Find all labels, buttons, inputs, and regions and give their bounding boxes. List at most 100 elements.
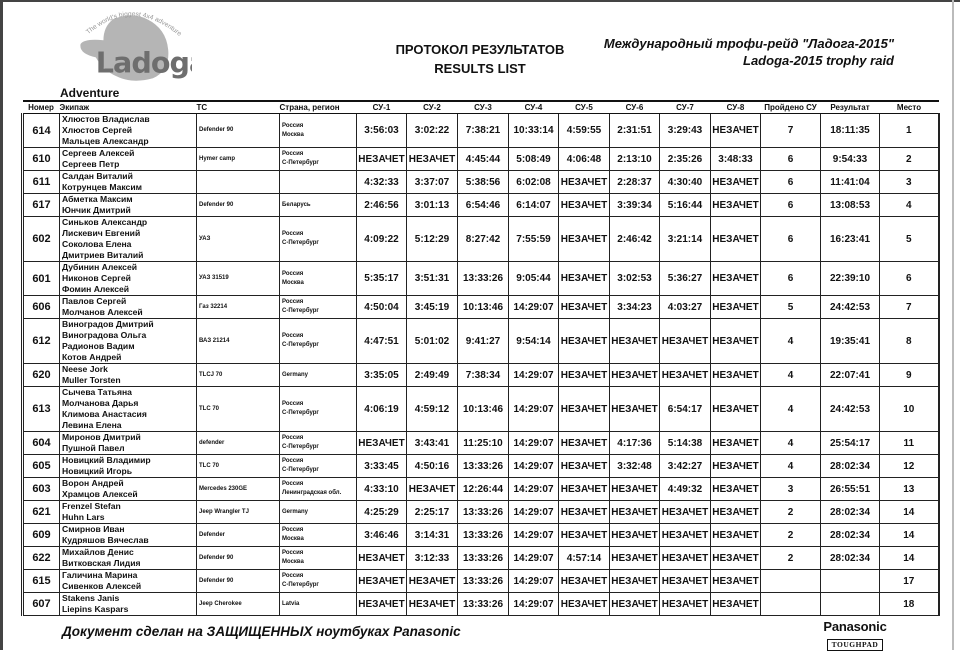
stage-time-su-4: 14:29:07 bbox=[508, 592, 559, 616]
stage-time-su-5: НЕЗАЧЕТ bbox=[558, 386, 610, 432]
region: Россия С-Петербург bbox=[279, 386, 357, 432]
stage-time-su-4: 6:14:07 bbox=[508, 193, 559, 217]
crew-members: Хлюстов Владислав Хлюстов Сергей Мальцев А… bbox=[59, 113, 197, 148]
stage-time-su-8: НЕЗАЧЕТ bbox=[710, 363, 761, 387]
total-result: 22:39:10 bbox=[820, 261, 880, 296]
stage-time-su-4: 14:29:07 bbox=[508, 295, 559, 319]
region: Россия Москва bbox=[279, 546, 357, 570]
crew-number: 606 bbox=[21, 295, 60, 319]
crew-member: Новицкий Владимир bbox=[62, 455, 151, 466]
stage-time-su-7: 4:30:40 bbox=[659, 170, 711, 194]
total-result: 18:11:35 bbox=[820, 113, 880, 148]
stage-time-su-5: НЕЗАЧЕТ bbox=[558, 193, 610, 217]
crew-number: 601 bbox=[21, 261, 60, 296]
stage-time-su-5: НЕЗАЧЕТ bbox=[558, 363, 610, 387]
column-header: СУ-6 bbox=[609, 100, 660, 114]
place: 9 bbox=[879, 363, 940, 387]
stage-time-su-7: 5:36:27 bbox=[659, 261, 711, 296]
total-result: 28:02:34 bbox=[820, 454, 880, 478]
stage-time-su-5: 4:06:48 bbox=[558, 147, 610, 171]
crew-number: 613 bbox=[21, 386, 60, 432]
stage-time-su-2: НЕЗАЧЕТ bbox=[406, 569, 458, 593]
stage-time-su-3: 13:33:26 bbox=[457, 546, 509, 570]
stage-time-su-3: 13:33:26 bbox=[457, 261, 509, 296]
stage-time-su-3: 11:25:10 bbox=[457, 431, 509, 455]
stage-time-su-3: 12:26:44 bbox=[457, 477, 509, 501]
stage-time-su-7: НЕЗАЧЕТ bbox=[659, 569, 711, 593]
title-en: RESULTS LIST bbox=[434, 61, 526, 76]
crew-member: Соколова Елена bbox=[62, 239, 132, 249]
place: 13 bbox=[879, 477, 940, 501]
vehicle: TLC 70 bbox=[196, 454, 280, 478]
stage-time-su-7: НЕЗАЧЕТ bbox=[659, 592, 711, 616]
stage-time-su-8: НЕЗАЧЕТ bbox=[710, 500, 761, 524]
stage-time-su-4: 14:29:07 bbox=[508, 363, 559, 387]
stage-time-su-1: 4:06:19 bbox=[356, 386, 407, 432]
crew-members: Ворон Андрей Храмцов Алексей bbox=[59, 477, 197, 501]
stage-time-su-5: НЕЗАЧЕТ bbox=[558, 261, 610, 296]
region-line: С-Петербург bbox=[282, 444, 319, 450]
crew-member: Ворон Андрей bbox=[62, 478, 124, 489]
column-header: СУ-3 bbox=[457, 100, 509, 114]
crew-number: 617 bbox=[21, 193, 60, 217]
stage-time-su-4: 10:33:14 bbox=[508, 113, 559, 148]
region-line: Germany bbox=[282, 371, 309, 378]
table-row: 601 Дубинин Алексей Никонов Сергей Фомин Ал… bbox=[21, 261, 940, 296]
crew-member: Дмитриев Виталий bbox=[62, 250, 144, 260]
ladoga-logo: The world's biggest 4x4 adventure Ladoga bbox=[80, 11, 192, 81]
window-border-left bbox=[0, 0, 3, 650]
region-line: С-Петербург bbox=[282, 410, 319, 416]
region: Россия С-Петербург bbox=[279, 431, 357, 455]
crew-members: Миронов Дмитрий Пушной Павел bbox=[59, 431, 197, 455]
region-line: С-Петербург bbox=[282, 342, 319, 348]
stage-time-su-7: 3:42:27 bbox=[659, 454, 711, 478]
stage-time-su-1: 3:46:46 bbox=[356, 523, 407, 547]
region: Россия Москва bbox=[279, 523, 357, 547]
title-ru: ПРОТОКОЛ РЕЗУЛЬТАТОВ bbox=[395, 42, 565, 57]
crew-member: Пушной Павел bbox=[62, 443, 125, 453]
crew-member: Liepins Kaspars bbox=[62, 604, 129, 614]
crew-members: Смирнов Иван Кудряшов Вячеслав bbox=[59, 523, 197, 547]
stage-time-su-4: 14:29:07 bbox=[508, 386, 559, 432]
stage-time-su-5: НЕЗАЧЕТ bbox=[558, 569, 610, 593]
stages-passed: 2 bbox=[760, 546, 821, 570]
stage-time-su-2: 3:51:31 bbox=[406, 261, 458, 296]
stage-time-su-7: 3:29:43 bbox=[659, 113, 711, 148]
crew-member: Котов Андрей bbox=[62, 352, 122, 362]
crew-members: Сычева Татьяна Молчанова Дарья Климова Ана… bbox=[59, 386, 197, 432]
crew-member: Дубинин Алексей bbox=[62, 262, 138, 273]
stage-time-su-8: НЕЗАЧЕТ bbox=[710, 193, 761, 217]
stage-time-su-1: 4:33:10 bbox=[356, 477, 407, 501]
column-header: СУ-4 bbox=[508, 100, 559, 114]
sponsor-logo: Panasonic TOUGHPAD bbox=[800, 619, 910, 651]
crew-members: Павлов Сергей Молчанов Алексей bbox=[59, 295, 197, 319]
vehicle: ВАЗ 21214 bbox=[196, 318, 280, 364]
crew-members: Дубинин Алексей Никонов Сергей Фомин Алекс… bbox=[59, 261, 197, 296]
crew-number: 615 bbox=[21, 569, 60, 593]
event-title: Международный трофи-рейд "Ладога-2015" L… bbox=[604, 35, 894, 69]
stage-time-su-6: НЕЗАЧЕТ bbox=[609, 386, 660, 432]
crew-members: Frenzel Stefan Huhn Lars bbox=[59, 500, 197, 524]
column-header: СУ-7 bbox=[659, 100, 711, 114]
region: Россия С-Петербург bbox=[279, 454, 357, 478]
stage-time-su-5: НЕЗАЧЕТ bbox=[558, 170, 610, 194]
table-row: 602 Синьков Александр Лискевич Евгений Соко… bbox=[21, 216, 940, 262]
region-line: С-Петербург bbox=[282, 467, 319, 473]
crew-members: Новицкий Владимир Новицкий Игорь bbox=[59, 454, 197, 478]
stages-passed: 6 bbox=[760, 261, 821, 296]
total-result: 28:02:34 bbox=[820, 523, 880, 547]
table-header: Номер Экипаж ТС Страна, регион СУ-1 СУ-2 СУ-3 С… bbox=[22, 100, 939, 114]
stage-time-su-2: НЕЗАЧЕТ bbox=[406, 592, 458, 616]
place: 11 bbox=[879, 431, 940, 455]
region: Россия С-Петербург bbox=[279, 318, 357, 364]
column-header: СУ-1 bbox=[356, 100, 407, 114]
region: Россия Москва bbox=[279, 113, 357, 148]
region-line: Москва bbox=[282, 536, 304, 542]
crew-members: Сергеев Алексей Сергеев Петр bbox=[59, 147, 197, 171]
column-header: Место bbox=[879, 100, 939, 114]
stages-passed: 6 bbox=[760, 147, 821, 171]
stage-time-su-8: НЕЗАЧЕТ bbox=[710, 216, 761, 262]
stage-time-su-8: НЕЗАЧЕТ bbox=[710, 386, 761, 432]
stage-time-su-1: НЕЗАЧЕТ bbox=[356, 546, 407, 570]
total-result: 22:07:41 bbox=[820, 363, 880, 387]
